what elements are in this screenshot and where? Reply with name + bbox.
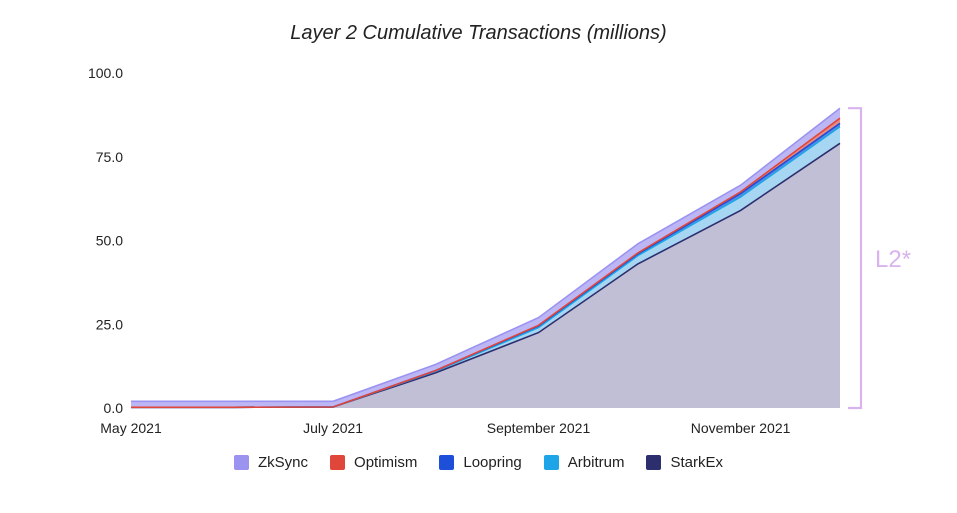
x-tick-label: September 2021 [487, 420, 591, 436]
x-tick-label: July 2021 [303, 420, 363, 436]
legend-swatch [330, 455, 346, 470]
legend-swatch [543, 455, 559, 470]
legend-item-starkex: StarkEx [646, 454, 723, 471]
legend-label: Loopring [463, 454, 522, 471]
legend-swatch [646, 455, 662, 470]
x-axis: May 2021 July 2021 September 2021 November … [100, 420, 790, 436]
legend-item-arbitrum: Arbitrum [543, 454, 625, 471]
bracket-line [848, 107, 863, 410]
legend-item-loopring: Loopring [439, 454, 522, 471]
legend-label: ZkSync [258, 454, 309, 471]
legend-swatch [439, 455, 455, 470]
y-tick-label: 0.0 [104, 400, 124, 416]
legend: ZkSync Optimism Loopring Arbitrum StarkEx [0, 454, 957, 471]
area-arbitrum [131, 126, 840, 408]
x-tick-label: May 2021 [100, 420, 162, 436]
y-tick-label: 50.0 [96, 233, 123, 249]
legend-label: Arbitrum [567, 454, 625, 471]
bracket-label: L2* [875, 246, 911, 273]
legend-label: StarkEx [670, 454, 723, 471]
area-series-group [131, 108, 840, 409]
y-tick-label: 25.0 [96, 316, 123, 332]
y-axis: 0.0 25.0 50.0 75.0 100.0 [88, 65, 123, 416]
l2-bracket-annotation: L2* [848, 107, 911, 410]
y-tick-label: 75.0 [96, 149, 123, 165]
area-starkex [131, 143, 840, 409]
legend-label: Optimism [354, 454, 418, 471]
area-zksync [131, 108, 840, 408]
y-tick-label: 100.0 [88, 65, 123, 81]
chart-title: Layer 2 Cumulative Transactions (million… [290, 22, 667, 44]
line-optimism [131, 117, 841, 409]
line-zksync [131, 107, 841, 403]
x-tick-label: November 2021 [691, 420, 791, 436]
legend-swatch [234, 455, 250, 470]
legend-item-optimism: Optimism [330, 454, 417, 471]
series-line-group [131, 107, 841, 409]
legend-item-zksync: ZkSync [234, 454, 308, 471]
